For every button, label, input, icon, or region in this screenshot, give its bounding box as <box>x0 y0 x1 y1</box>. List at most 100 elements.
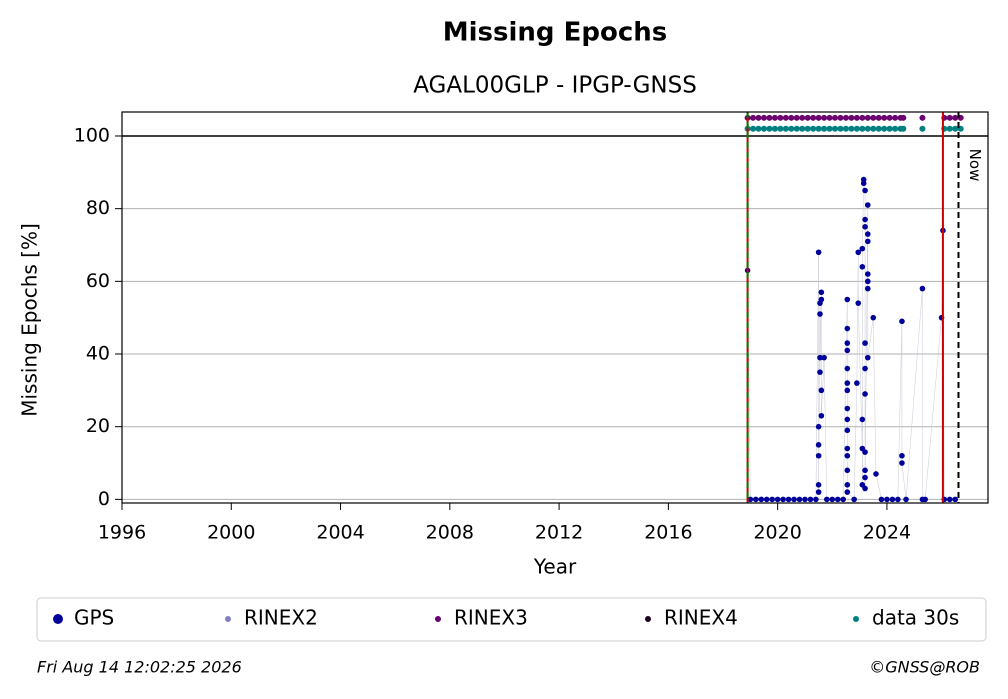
data-point <box>844 405 851 412</box>
data-point <box>881 114 888 121</box>
data-point <box>848 114 855 121</box>
data-point <box>919 285 926 292</box>
data-point <box>853 125 860 132</box>
data-point <box>829 496 836 503</box>
data-point <box>747 496 754 503</box>
data-point <box>750 125 757 132</box>
legend-marker <box>53 614 63 624</box>
data-point <box>895 496 901 503</box>
data-point <box>892 114 899 121</box>
data-point <box>799 114 806 121</box>
data-point <box>837 114 844 121</box>
data-point <box>844 467 851 474</box>
data-point <box>899 460 905 466</box>
data-point <box>766 114 773 121</box>
data-point <box>851 496 857 503</box>
data-point <box>862 365 868 372</box>
data-point <box>844 365 851 372</box>
data-point <box>870 125 877 132</box>
plot-frame <box>121 111 989 504</box>
data-point <box>922 496 928 503</box>
data-point <box>750 114 757 121</box>
data-point <box>780 496 786 503</box>
x-tick-label: 2016 <box>644 522 692 544</box>
data-point <box>899 318 905 325</box>
data-point <box>848 125 855 132</box>
x-tick-label: 2004 <box>316 522 364 544</box>
data-point <box>817 311 823 317</box>
data-point <box>815 452 822 459</box>
data-point <box>860 180 867 187</box>
data-point <box>791 496 797 503</box>
data-point <box>859 264 866 270</box>
data-point <box>782 125 789 132</box>
data-point <box>826 125 833 132</box>
y-tick-label: 60 <box>86 270 110 292</box>
data-point <box>870 114 877 121</box>
data-point <box>862 485 868 492</box>
data-point <box>864 271 871 277</box>
data-point <box>760 125 767 132</box>
data-point <box>763 496 770 503</box>
data-point <box>815 482 822 488</box>
x-tick-label: 2008 <box>426 522 474 544</box>
chart-subtitle: AGAL00GLP - IPGP-GNSS <box>413 73 697 99</box>
data-point <box>842 125 849 132</box>
chart-title: Missing Epochs <box>443 18 667 48</box>
legend-marker <box>853 616 859 622</box>
data-point <box>844 489 851 495</box>
data-point <box>785 496 792 503</box>
data-point <box>864 202 871 208</box>
data-point <box>844 347 851 354</box>
data-point <box>864 238 871 245</box>
legend-label: data 30s <box>872 606 959 630</box>
data-point <box>952 125 959 132</box>
x-tick-label: 1996 <box>98 522 146 544</box>
data-point <box>817 354 823 361</box>
footer-date: Fri Aug 14 12:02:25 2026 <box>37 658 242 677</box>
data-point <box>810 125 817 132</box>
data-point <box>755 125 762 132</box>
data-point <box>870 314 877 321</box>
data-point <box>844 340 851 346</box>
data-point <box>892 125 899 132</box>
data-point <box>946 125 953 132</box>
data-point <box>903 496 909 503</box>
data-point <box>853 114 860 121</box>
data-point <box>844 416 851 423</box>
legend-label: RINEX4 <box>664 606 738 630</box>
data-point <box>844 445 851 452</box>
data-point <box>844 427 851 434</box>
data-point <box>859 416 866 423</box>
data-point <box>900 125 907 132</box>
data-point <box>810 114 817 121</box>
data-point <box>832 125 839 132</box>
data-point <box>818 296 825 303</box>
data-point <box>862 216 868 223</box>
series-line <box>747 179 956 500</box>
x-axis-label: Year <box>533 555 577 579</box>
legend-label: RINEX2 <box>244 606 318 630</box>
data-point <box>855 249 862 256</box>
data-point <box>837 125 844 132</box>
data-point <box>884 496 890 503</box>
y-tick-label: 80 <box>86 197 110 219</box>
footer-credit: ©GNSS@ROB <box>869 658 980 677</box>
x-tick-label: 2000 <box>207 522 255 544</box>
data-point <box>815 489 822 495</box>
legend-marker <box>645 616 651 622</box>
data-point <box>815 114 822 121</box>
data-point <box>842 114 849 121</box>
data-point <box>864 278 871 285</box>
data-point <box>771 125 778 132</box>
data-point <box>815 423 822 430</box>
data-point <box>946 114 953 121</box>
data-point <box>864 285 871 292</box>
data-point <box>802 496 808 503</box>
x-tick-label: 2024 <box>863 522 911 544</box>
data-point <box>755 114 762 121</box>
y-tick-label: 20 <box>86 415 110 437</box>
data-point <box>771 114 778 121</box>
data-point <box>864 354 871 361</box>
data-point <box>818 289 825 296</box>
